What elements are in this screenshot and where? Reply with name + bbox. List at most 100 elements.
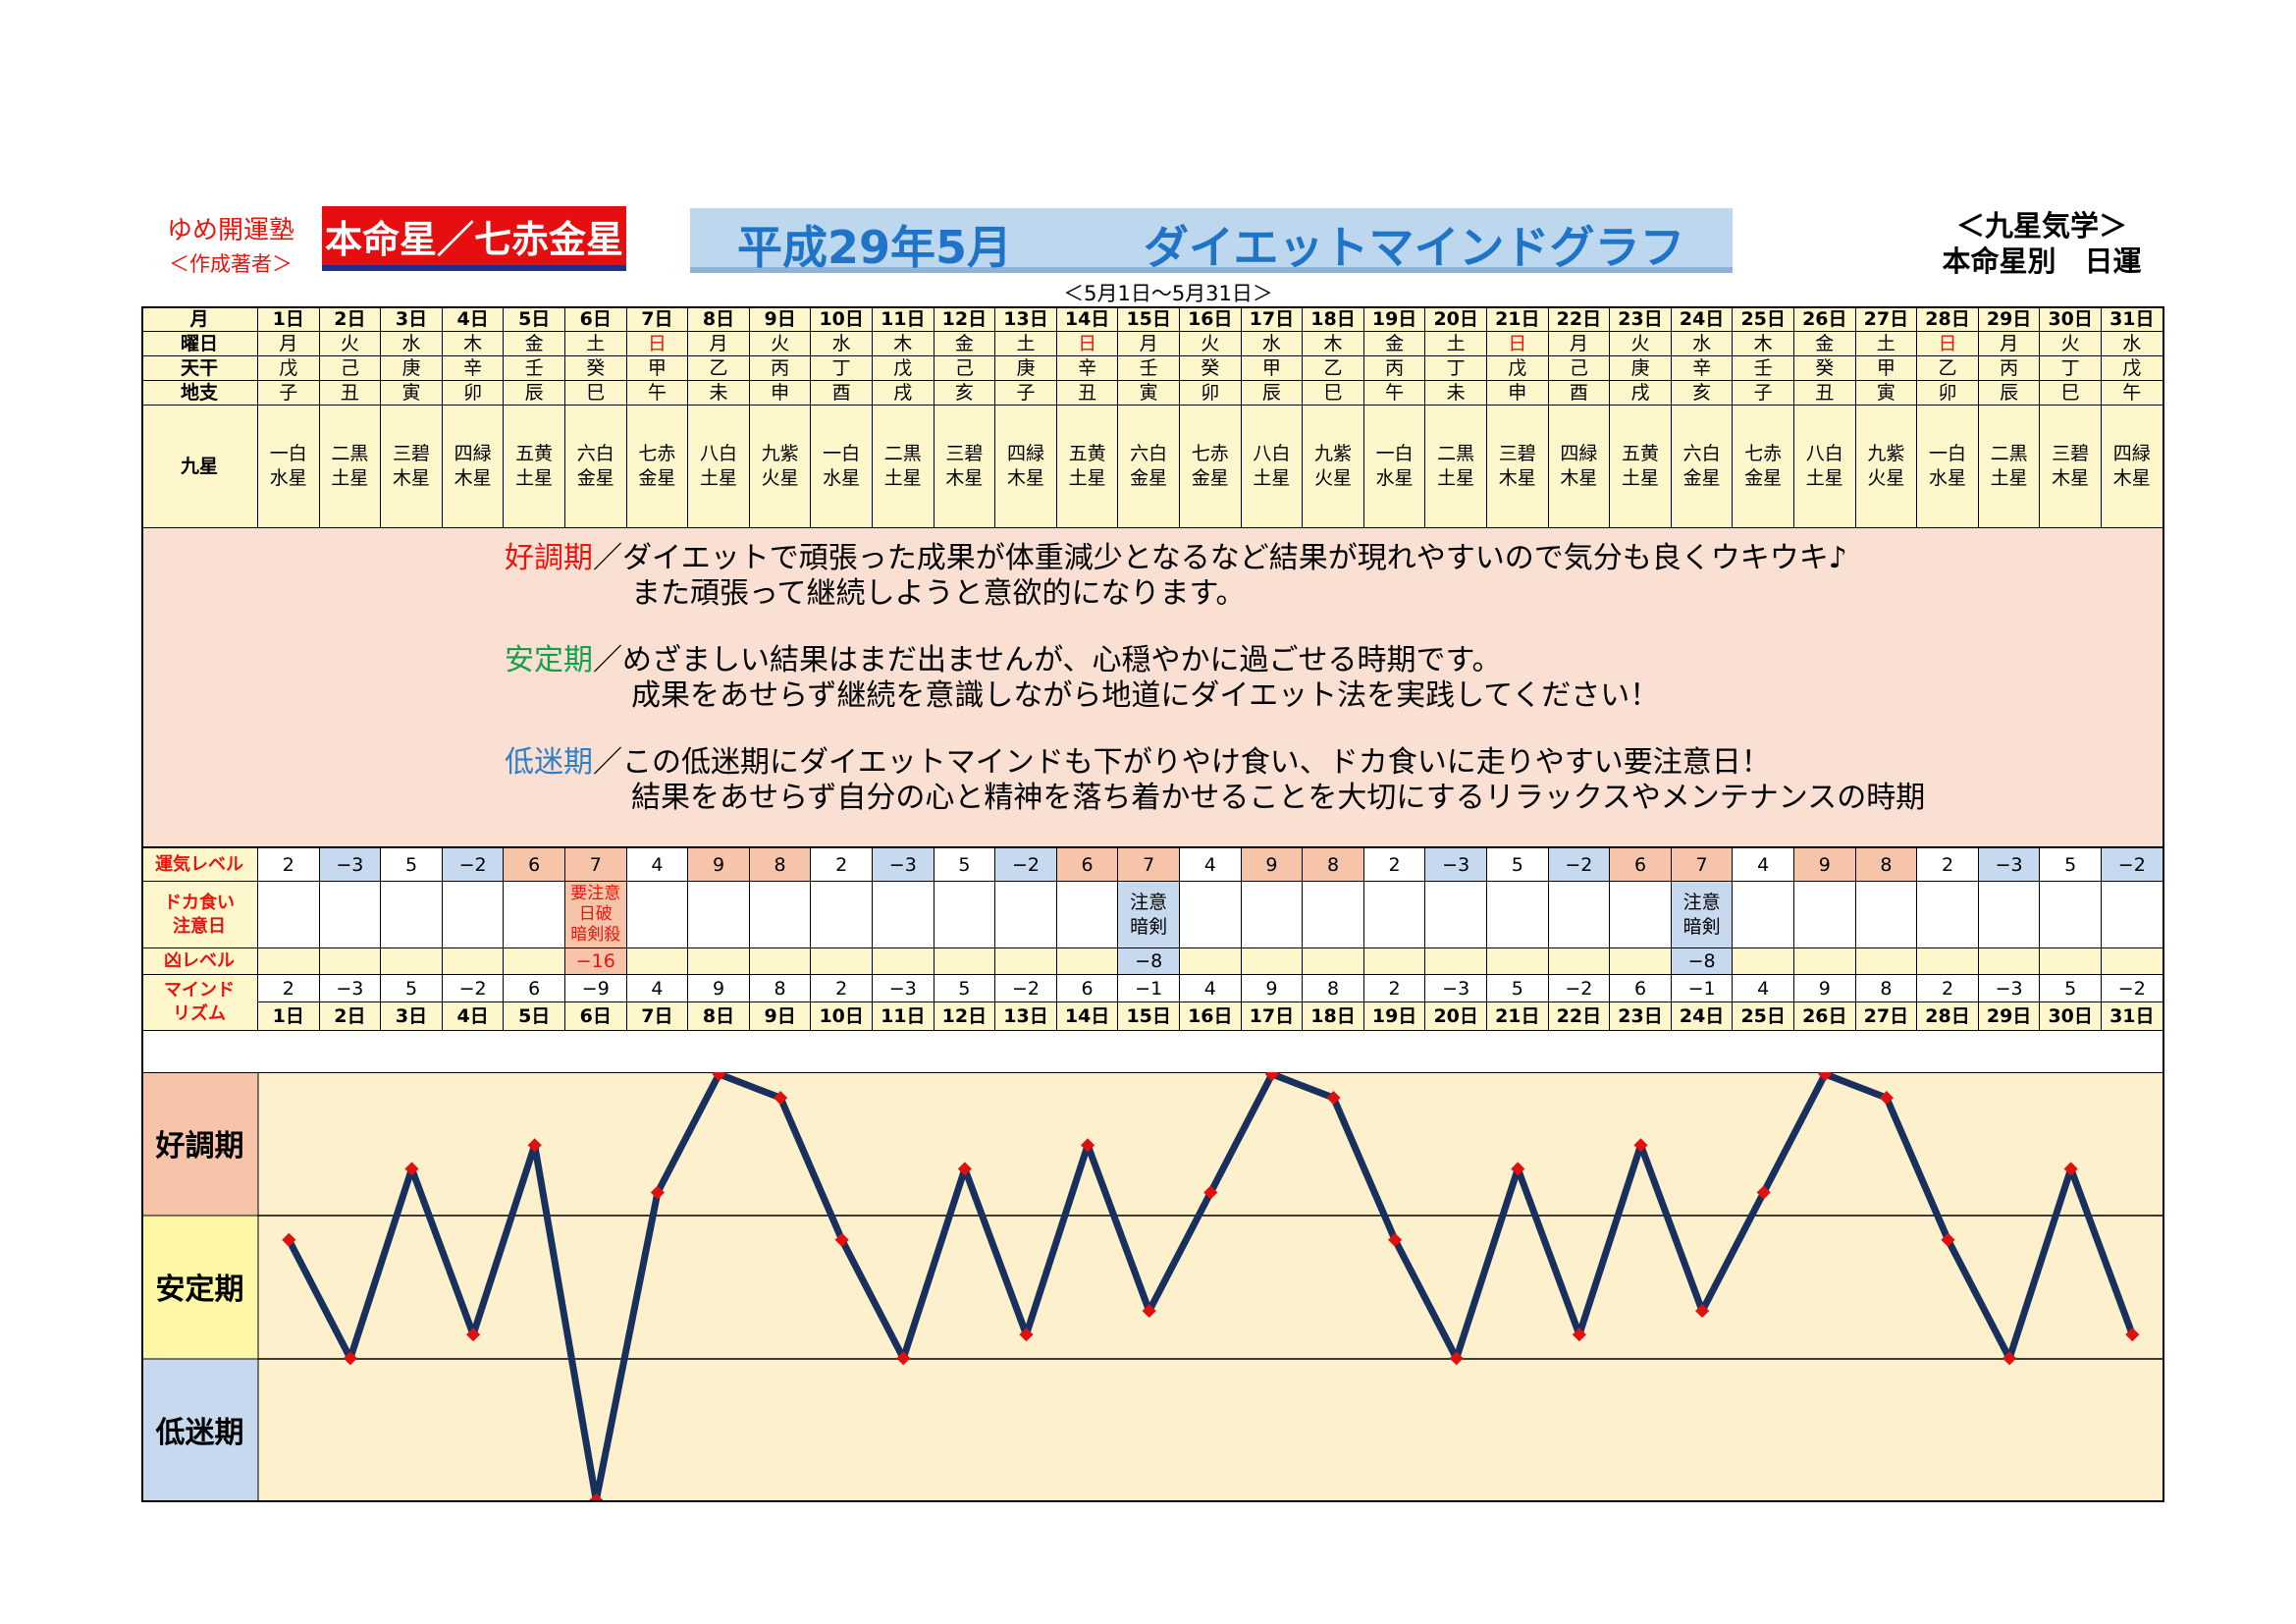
unki-level-cell: −3 (1978, 848, 2041, 882)
tenkan-cell: 庚 (995, 356, 1057, 381)
day-footer: 16日 (1180, 1002, 1242, 1031)
day-footer: 24日 (1671, 1002, 1734, 1031)
tenkan-cell: 戊 (873, 356, 934, 381)
kyusei-cell: 五黄 土星 (1610, 406, 1672, 528)
chishi-cell: 子 (1733, 381, 1794, 406)
chishi-cell: 辰 (1978, 381, 2041, 406)
kyusei-cell: 五黄 土星 (1056, 406, 1119, 528)
tenkan-cell: 丁 (2040, 356, 2102, 381)
day-header: 9日 (749, 306, 812, 332)
chishi-cell: 子 (995, 381, 1057, 406)
kyusei-cell: 九紫 火星 (1855, 406, 1918, 528)
day-header: 1日 (258, 306, 320, 332)
title-date: 平成29年5月 (737, 221, 1013, 274)
weekday-cell: 土 (565, 332, 627, 356)
day-footer: 13日 (995, 1002, 1057, 1031)
tenkan-cell: 甲 (1241, 356, 1304, 381)
unki-level-cell: 4 (626, 848, 689, 882)
day-header: 3日 (381, 306, 443, 332)
tenkan-cell: 甲 (1855, 356, 1918, 381)
chishi-cell: 未 (1425, 381, 1487, 406)
kyusei-cell: 八白 土星 (688, 406, 750, 528)
day-footer: 19日 (1363, 1002, 1426, 1031)
unki-level-cell: 2 (811, 848, 873, 882)
mind-rhythm-cell: −1 (1671, 975, 1734, 1002)
author-sub: ＜作成著者＞ (169, 252, 293, 276)
day-footer: 28日 (1917, 1002, 1979, 1031)
tenkan-cell: 乙 (1917, 356, 1979, 381)
dokagui-cell (1180, 882, 1242, 948)
chishi-cell: 丑 (1794, 381, 1856, 406)
data-point (1203, 1185, 1218, 1200)
dokagui-cell (1610, 882, 1672, 948)
kyusei-cell: 八白 土星 (1794, 406, 1856, 528)
unki-level-cell: 5 (1487, 848, 1549, 882)
weekday-cell: 水 (2102, 332, 2163, 356)
dokagui-cell (1241, 882, 1304, 948)
kyo-level-cell (442, 948, 505, 975)
unki-level-cell: 2 (1363, 848, 1426, 882)
mind-rhythm-cell: −2 (442, 975, 505, 1002)
day-header: 6日 (565, 306, 627, 332)
tenkan-cell: 辛 (1671, 356, 1734, 381)
dokagui-cell (381, 882, 443, 948)
chishi-cell: 申 (749, 381, 812, 406)
kyusei-cell: 三碧 木星 (934, 406, 996, 528)
title-box: 平成29年5月 ダイエットマインドグラフ (690, 208, 1733, 274)
explanation-item: 安定期／めざましい結果はまだ出ませんが、心穏やかに過ごせる時期です。 成果をあせら… (505, 643, 1659, 714)
kyo-level-cell (688, 948, 750, 975)
unki-level-cell: 2 (258, 848, 320, 882)
dokagui-cell (1733, 882, 1794, 948)
weekday-cell: 日 (626, 332, 689, 356)
kyusei-cell: 六白 金星 (1671, 406, 1734, 528)
tenkan-cell: 己 (934, 356, 996, 381)
chishi-cell: 戌 (873, 381, 934, 406)
plot-area (257, 1072, 2164, 1502)
day-footer: 4日 (442, 1002, 505, 1031)
weekday-cell: 日 (1487, 332, 1549, 356)
kyo-level-cell (1978, 948, 2041, 975)
dokagui-cell (504, 882, 565, 948)
dokagui-cell: 要注意 日破 暗剣殺 (565, 882, 627, 948)
data-point (712, 1072, 726, 1082)
band-label: 低迷期 (155, 1416, 244, 1450)
dokagui-cell (1548, 882, 1611, 948)
weekday-cell: 月 (1118, 332, 1180, 356)
tenkan-cell: 庚 (1610, 356, 1672, 381)
day-footer: 18日 (1303, 1002, 1364, 1031)
explanation-key: 好調期 (505, 541, 593, 575)
band-label-bg (141, 1215, 259, 1360)
tenkan-cell: 壬 (1733, 356, 1794, 381)
chishi-cell: 午 (2102, 381, 2163, 406)
weekday-cell: 月 (688, 332, 750, 356)
chishi-cell: 巳 (2040, 381, 2102, 406)
kyo-level-cell (934, 948, 996, 975)
day-footer: 12日 (934, 1002, 996, 1031)
data-point (1818, 1072, 1833, 1082)
weekday-cell: 火 (2040, 332, 2102, 356)
unki-level-cell: 6 (504, 848, 565, 882)
mind-rhythm-cell: 2 (258, 975, 320, 1002)
data-point (1756, 1185, 1771, 1200)
mind-rhythm-cell: 6 (1056, 975, 1119, 1002)
kyo-level-cell (1917, 948, 1979, 975)
honmei-badge: 本命星／七赤金星 (322, 206, 626, 271)
kyusei-cell: 三碧 木星 (1487, 406, 1549, 528)
kyusei-cell: 七赤 金星 (1733, 406, 1794, 528)
weekday-cell: 火 (749, 332, 812, 356)
row-label-tenkan: 天干 (141, 356, 258, 381)
chishi-cell: 卯 (1917, 381, 1979, 406)
chishi-cell: 卯 (1180, 381, 1242, 406)
unki-level-cell: −3 (1425, 848, 1487, 882)
data-point (343, 1351, 357, 1366)
weekday-cell: 土 (995, 332, 1057, 356)
day-footer: 5日 (504, 1002, 565, 1031)
day-header: 31日 (2102, 306, 2163, 332)
unki-level-cell: 9 (1794, 848, 1856, 882)
weekday-cell: 金 (1794, 332, 1856, 356)
kyusei-cell: 一白 水星 (811, 406, 873, 528)
chishi-cell: 丑 (1056, 381, 1119, 406)
day-header: 5日 (504, 306, 565, 332)
tenkan-cell: 戊 (258, 356, 320, 381)
unki-level-cell: −2 (442, 848, 505, 882)
